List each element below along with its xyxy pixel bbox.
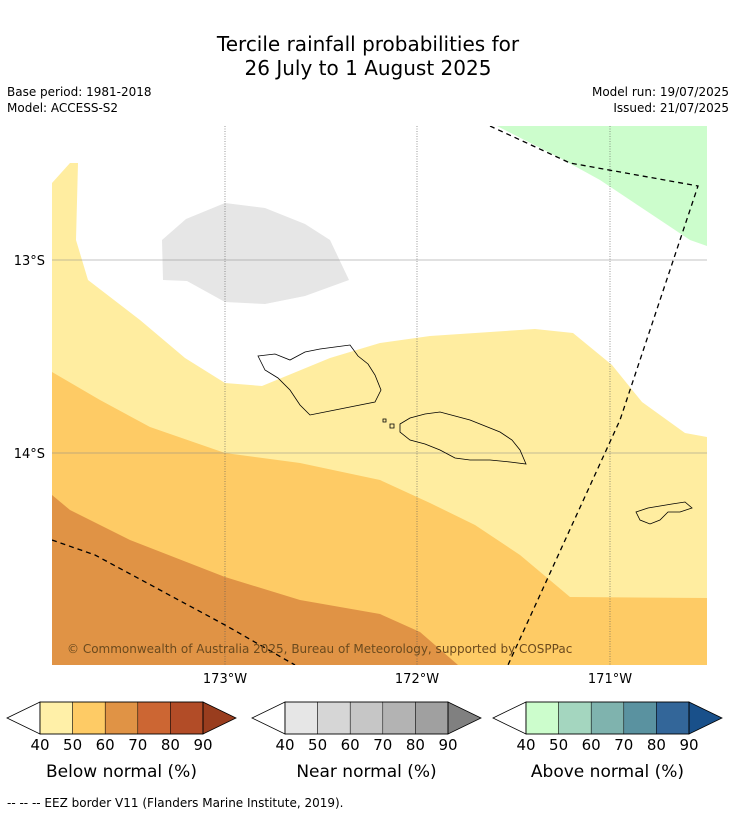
colorbar-above-tick-label: 60 (582, 736, 601, 754)
colorbar-near-segment (349, 701, 384, 735)
colorbar-above-tick-label: 40 (516, 736, 535, 754)
colorbar-below-segment (170, 701, 204, 735)
colorbar-above-segment (558, 701, 592, 735)
colorbar-below: 40 50 60 70 80 90 (6, 701, 237, 754)
colorbar-above-segment (525, 701, 559, 735)
colorbar-above-label: Above normal (%) (530, 762, 685, 782)
colorbar-above-min-extension (492, 701, 527, 735)
map-title-line1: Tercile rainfall probabilities for (216, 32, 520, 56)
lat-label-13s: 13°S (14, 254, 45, 269)
colorbar-above-segment (656, 701, 690, 735)
colorbar-above-segment (623, 701, 657, 735)
colorbar-below-tick-label: 50 (63, 736, 82, 754)
colorbar-near-max-extension (447, 701, 482, 735)
copyright-text: © Commonwealth of Australia 2025, Bureau… (67, 642, 572, 656)
colorbar-near-min-extension (251, 701, 286, 735)
map-area (52, 126, 707, 665)
eez-border-east (489, 126, 699, 665)
lat-label-14s: 14°S (14, 447, 45, 462)
colorbar-above-tick-label: 90 (679, 736, 698, 754)
colorbar-above-outline (525, 701, 690, 735)
colorbar-below-tick-label: 90 (193, 736, 212, 754)
colorbar-near-tick-label: 40 (275, 736, 294, 754)
near-normal-region (162, 203, 349, 304)
colorbar-below-tick-label: 40 (30, 736, 49, 754)
base-period-text: Base period: 1981-2018 (7, 85, 152, 99)
colorbar-above: 40 50 60 70 80 90 (492, 701, 723, 754)
colorbar-below-tick-label: 60 (96, 736, 115, 754)
colorbar-below-max-extension (202, 701, 237, 735)
colorbar-near-segment (415, 701, 449, 735)
lon-label-172w: 172°W (395, 672, 439, 687)
colorbar-near-segment (284, 701, 318, 735)
eez-footer-note: -- -- -- EEZ border V11 (Flanders Marine… (7, 796, 344, 810)
colorbar-above-tick-label: 80 (647, 736, 666, 754)
upolu-island (399, 411, 527, 465)
colorbar-near-tick-label: 90 (438, 736, 457, 754)
colorbar-near-tick-label: 50 (308, 736, 327, 754)
colorbar-below-tick-label: 70 (128, 736, 147, 754)
colorbar-above-segment (590, 701, 625, 735)
colorbar-near-tick-label: 60 (341, 736, 360, 754)
colorbar-below-tick-label: 80 (161, 736, 180, 754)
colorbar-below-segment (39, 701, 73, 735)
colorbar-near-outline (284, 701, 449, 735)
lon-label-173w: 173°W (203, 672, 247, 687)
colorbar-below-segment (72, 701, 106, 735)
colorbar-above-tick-label: 70 (614, 736, 633, 754)
map-title-line2: 26 July to 1 August 2025 (244, 56, 492, 80)
eez-border-south (52, 539, 296, 665)
colorbar-below-outline (39, 701, 204, 735)
colorbar-near-segment (382, 701, 416, 735)
savaii-island (257, 344, 382, 416)
colorbar-above-max-extension (688, 701, 723, 735)
colorbar-below-min-extension (6, 701, 41, 735)
colorbar-near-tick-label: 80 (406, 736, 425, 754)
manono-island (382, 418, 387, 423)
colorbar-near-segment (317, 701, 351, 735)
model-run-text: Model run: 19/07/2025 (591, 85, 729, 99)
colorbar-near: 40 50 60 70 80 90 (251, 701, 482, 754)
colorbar-below-segment (104, 701, 139, 735)
colorbar-near-tick-label: 70 (373, 736, 392, 754)
colorbar-above-tick-label: 50 (549, 736, 568, 754)
issued-text: Issued: 21/07/2025 (613, 101, 729, 115)
apolima-island (389, 423, 395, 429)
colorbar-below-label: Below normal (%) (46, 762, 197, 782)
colorbar-below-segment (137, 701, 171, 735)
tutuila-island (635, 501, 693, 525)
lon-label-171w: 171°W (588, 672, 632, 687)
above-normal-region (497, 126, 707, 246)
model-text: Model: ACCESS-S2 (7, 101, 119, 115)
below-60-70-region (52, 495, 458, 665)
colorbar-near-label: Near normal (%) (296, 762, 437, 782)
